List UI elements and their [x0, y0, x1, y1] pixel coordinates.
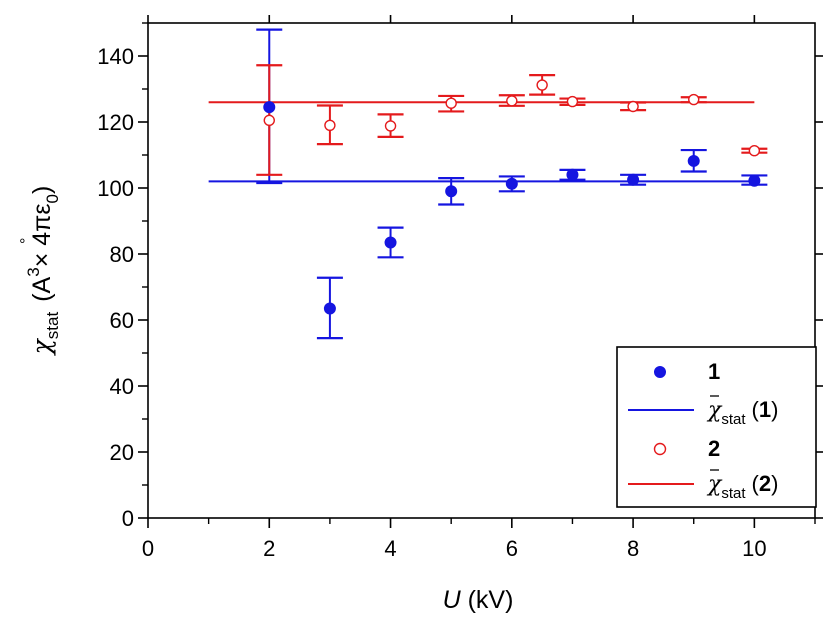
data-point-series-2 — [324, 119, 336, 132]
data-point-series-2 — [384, 120, 397, 132]
legend-symbol: χ — [706, 472, 723, 497]
y-tick-label: 20 — [110, 440, 134, 465]
legend-marker-filled — [654, 366, 666, 378]
y-axis-label-unit-sub: 0 — [43, 194, 62, 203]
legend-number: 1 — [759, 397, 771, 422]
legend-label: χstat (1) — [706, 397, 778, 428]
data-point-series-2 — [748, 145, 761, 157]
y-tick-label: 100 — [97, 176, 134, 201]
x-tick-label: 6 — [506, 536, 518, 561]
y-tick-label: 40 — [110, 374, 134, 399]
legend-paren-open: ( — [752, 397, 760, 422]
y-axis-label-unit-ring: ° — [18, 238, 35, 244]
legend-item-3: 2 — [653, 436, 720, 461]
legend-item-1: 1 — [654, 359, 720, 384]
x-tick-label: 0 — [142, 536, 154, 561]
y-axis-label-subscript: stat — [43, 312, 62, 340]
legend-subscript: stat — [721, 485, 746, 502]
x-tick-label: 10 — [742, 536, 766, 561]
legend-marker-open — [653, 442, 667, 456]
x-axis-label-var: U — [443, 586, 462, 614]
x-tick-label: 2 — [263, 536, 275, 561]
y-tick-label: 120 — [97, 110, 134, 135]
x-tick-label: 4 — [384, 536, 396, 561]
y-axis-label: χstat (A3× 4πε0) ° — [18, 186, 62, 357]
data-point-series-1 — [505, 177, 518, 190]
legend-label: 2 — [708, 436, 720, 461]
legend-item-2: χstat (1) — [628, 395, 778, 428]
legend-subscript: stat — [721, 411, 746, 428]
legend-paren-close: ) — [771, 397, 778, 422]
y-tick-label: 0 — [122, 506, 134, 531]
svg-text:χstat(A3× 4πε0): χstat (A3× 4πε0) — [24, 186, 62, 357]
x-axis-ticks: 0 2 4 6 8 10 — [142, 15, 816, 561]
data-point-series-1 — [323, 302, 336, 315]
data-point-series-2 — [566, 95, 579, 108]
y-axis-label-unit-close: ) — [28, 186, 56, 194]
legend-paren-close: ) — [771, 471, 778, 496]
data-point-series-2 — [263, 114, 275, 127]
data-point-series-1 — [445, 185, 458, 198]
x-axis-label: U (kV) — [443, 586, 514, 614]
y-axis-label-unit-exp: 3 — [24, 267, 43, 276]
x-tick-label: 8 — [627, 536, 639, 561]
legend-box — [616, 346, 817, 508]
y-axis-ticks: 0 20 40 60 80 100 120 140 — [97, 22, 823, 531]
y-tick-label: 60 — [110, 308, 134, 333]
data-point-series-2 — [688, 93, 700, 106]
data-point-series-2 — [536, 79, 548, 91]
data-point-series-1 — [263, 101, 276, 114]
x-axis-label-unit: (kV) — [468, 586, 514, 614]
y-axis-label-unit-open: ( — [28, 293, 56, 302]
data-point-series-1 — [384, 236, 397, 249]
data-points — [263, 79, 761, 315]
legend-label: χstat (2) — [706, 471, 778, 502]
data-point-series-1 — [566, 168, 579, 181]
legend-label: 1 — [708, 359, 720, 384]
legend-paren-open: ( — [752, 471, 760, 496]
data-point-series-2 — [627, 100, 639, 113]
data-point-series-1 — [748, 174, 761, 187]
data-point-series-2 — [445, 97, 457, 109]
legend-symbol: χ — [706, 398, 723, 423]
mean-lines — [208, 101, 755, 183]
plot-frame — [147, 22, 816, 519]
y-axis-label-unit-A: A — [28, 276, 56, 293]
data-point-series-1 — [687, 154, 700, 167]
y-tick-label: 80 — [110, 242, 134, 267]
y-axis-label-symbol: χ — [27, 337, 56, 356]
legend-number: 2 — [759, 471, 771, 496]
legend-item-4: χstat (2) — [628, 469, 778, 502]
y-tick-label: 140 — [97, 44, 134, 69]
data-point-series-1 — [627, 173, 640, 186]
data-point-series-2 — [506, 95, 518, 107]
y-axis-label-unit-times: × 4πε — [28, 203, 56, 267]
